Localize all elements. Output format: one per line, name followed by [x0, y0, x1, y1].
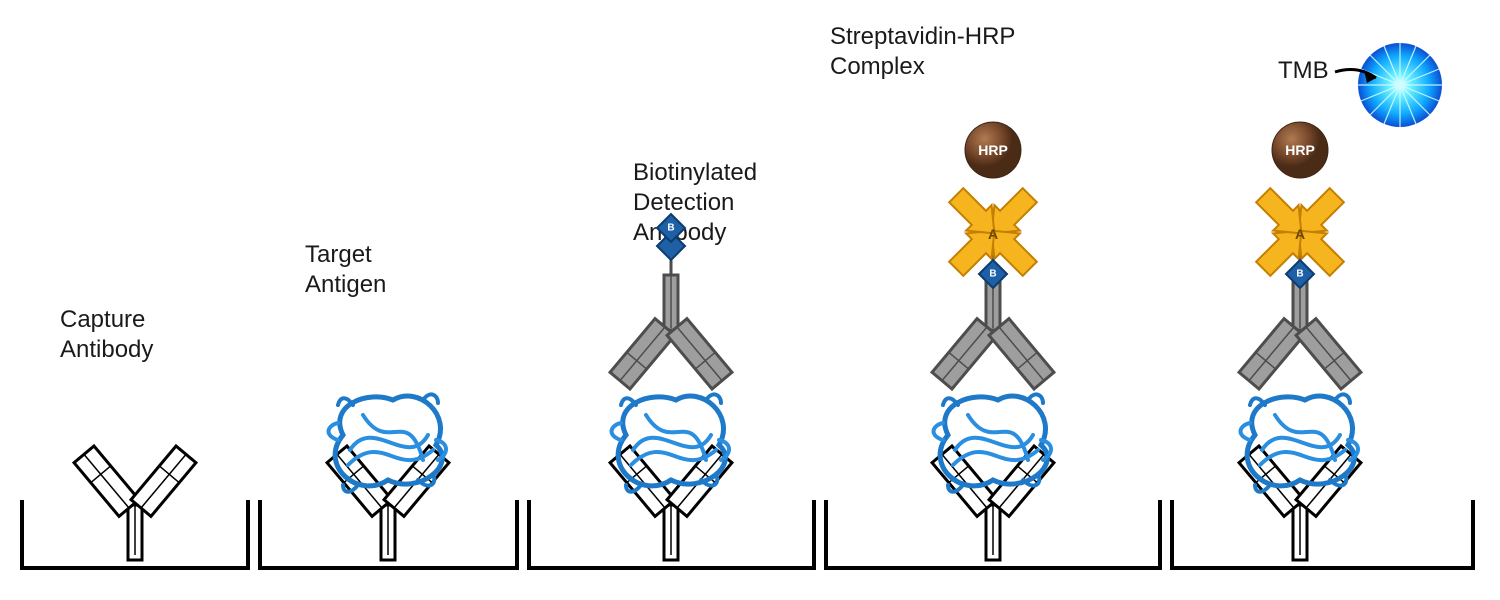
stage-4-svg	[824, 30, 1162, 570]
stage-2	[258, 30, 519, 570]
stage-4	[824, 30, 1162, 570]
stage-3	[527, 30, 816, 570]
avidin-5	[1251, 183, 1350, 288]
capture-antibody-3	[610, 446, 732, 560]
stage-1-svg	[20, 30, 250, 570]
capture-antibody-2	[327, 446, 449, 560]
detection-antibody-4	[932, 275, 1054, 389]
hrp-5	[1272, 122, 1328, 178]
stage-3-svg	[527, 30, 816, 570]
capture-antibody-5	[1239, 446, 1361, 560]
antigen-2	[329, 394, 446, 491]
capture-antibody-1	[74, 446, 196, 560]
avidin-4	[944, 183, 1043, 288]
detection-antibody-5	[1239, 275, 1361, 389]
antigen-3	[612, 394, 729, 491]
antigen-5	[1241, 394, 1358, 491]
stage-5-svg	[1170, 30, 1475, 570]
detection-antibody-3	[610, 275, 732, 389]
stage-1	[20, 30, 250, 570]
hrp-4	[965, 122, 1021, 178]
capture-antibody-4	[932, 446, 1054, 560]
biotin-3	[657, 214, 685, 275]
tmb-signal	[1358, 43, 1442, 127]
stage-2-svg	[258, 30, 519, 570]
stage-5	[1170, 30, 1475, 570]
antigen-4	[934, 394, 1051, 491]
